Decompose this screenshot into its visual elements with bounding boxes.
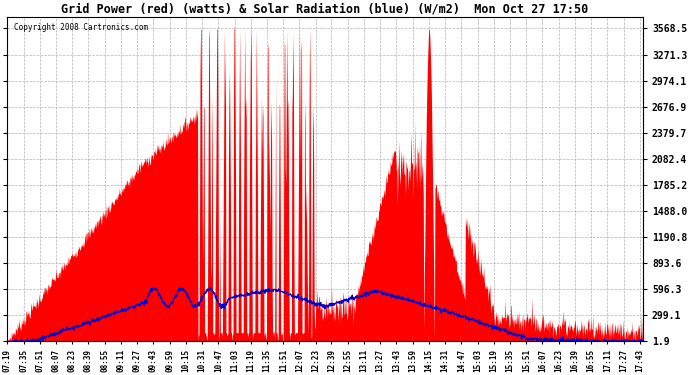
- Text: Copyright 2008 Cartronics.com: Copyright 2008 Cartronics.com: [14, 23, 148, 32]
- Title: Grid Power (red) (watts) & Solar Radiation (blue) (W/m2)  Mon Oct 27 17:50: Grid Power (red) (watts) & Solar Radiati…: [61, 3, 589, 16]
